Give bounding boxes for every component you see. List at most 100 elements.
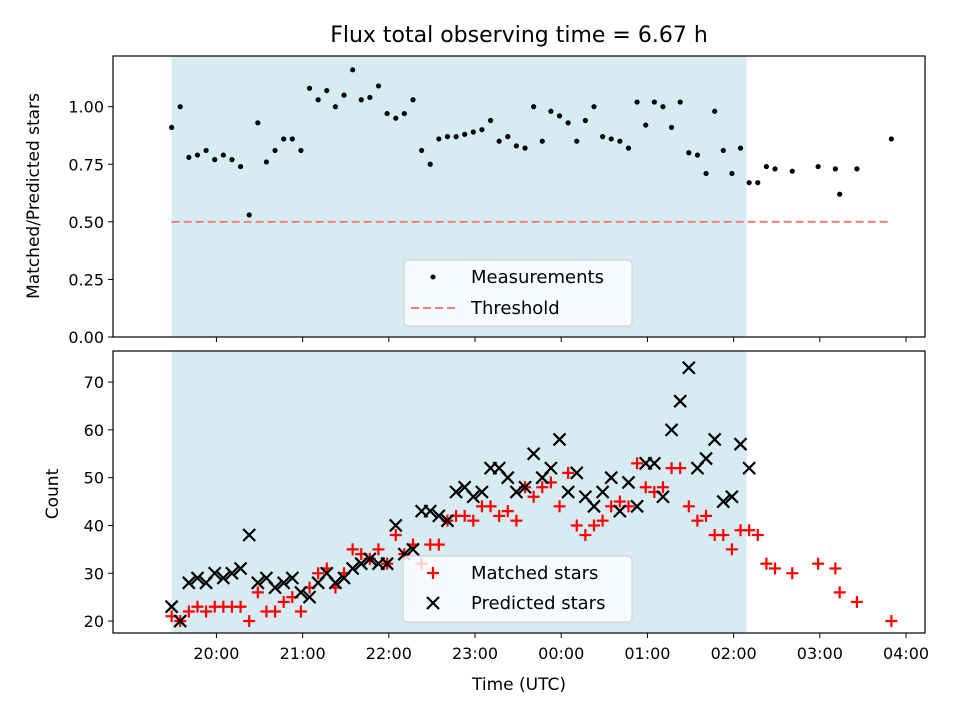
- predicted-star-point: [716, 494, 731, 509]
- measurement-point: [815, 163, 821, 170]
- legend-top: Measurements Threshold: [403, 259, 633, 327]
- matched-star-point: [691, 514, 704, 527]
- measurement-point: [651, 99, 657, 105]
- measurement-point: [220, 152, 226, 158]
- measurement-point: [203, 147, 209, 154]
- matched-star-point: [458, 509, 471, 522]
- measurement-point: [272, 147, 278, 154]
- matched-star-point: [182, 605, 195, 618]
- y-tick-label: 1.00: [68, 98, 104, 117]
- predicted-star-point: [173, 614, 188, 628]
- measurement-point: [496, 138, 502, 144]
- predicted-star-point: [604, 470, 619, 485]
- predicted-star-point: [664, 423, 679, 437]
- predicted-stars-series: [164, 360, 756, 628]
- x-tick-label: 01:00: [624, 644, 670, 663]
- measurement-point: [522, 145, 528, 151]
- measurement-point: [384, 110, 390, 117]
- predicted-star-point: [501, 470, 515, 485]
- measurement-point: [600, 134, 606, 140]
- y-tick-label: 30: [84, 564, 104, 583]
- legend-box-top: [403, 259, 633, 327]
- measurement-point: [608, 136, 614, 142]
- measurement-point: [582, 117, 588, 124]
- measurements-series: [169, 67, 894, 218]
- predicted-star-point: [251, 576, 265, 590]
- matched-star-point: [510, 514, 523, 527]
- x-tick-label: 22:00: [366, 644, 412, 663]
- predicted-star-point: [268, 580, 282, 595]
- predicted-star-point: [406, 542, 420, 557]
- matched-star-point: [372, 543, 385, 556]
- measurement-point: [746, 180, 752, 186]
- matched-star-point: [833, 586, 846, 599]
- predicted-star-point: [509, 485, 524, 499]
- predicted-star-point: [449, 485, 463, 499]
- y-tick-label: 40: [84, 516, 104, 535]
- measurements-legend-marker: [430, 274, 436, 280]
- predicted-star-point: [561, 485, 575, 499]
- predicted-star-point: [673, 394, 687, 408]
- predicted-star-point: [233, 561, 248, 576]
- x-axis-label: Time (UTC): [471, 675, 566, 695]
- predicted-star-point: [164, 599, 179, 614]
- y-tick-label: 20: [84, 612, 104, 631]
- measurement-point: [444, 134, 451, 140]
- matched-star-point: [700, 509, 713, 522]
- measurement-point: [591, 104, 597, 110]
- predicted-star-point: [569, 466, 584, 480]
- x-tick-label: 20:00: [193, 644, 239, 663]
- y-axis-label-bottom: Count: [43, 468, 63, 519]
- matched-star-point: [200, 605, 213, 618]
- measurement-point: [668, 124, 675, 131]
- measurement-point: [470, 129, 476, 135]
- measurement-point: [832, 166, 838, 172]
- legend-bottom: Matched stars Predicted stars: [402, 555, 633, 623]
- matched-star-point: [562, 466, 575, 479]
- predicted-star-point: [328, 576, 343, 590]
- measurement-point: [625, 145, 632, 151]
- measurement-point: [837, 191, 843, 197]
- measurement-point: [789, 168, 795, 174]
- matched-star-point: [527, 490, 540, 503]
- measurement-point: [281, 136, 287, 142]
- measurement-point: [487, 117, 494, 124]
- predicted-star-point: [380, 556, 394, 571]
- measurement-point: [237, 163, 244, 170]
- measurement-point: [401, 110, 407, 117]
- matched-star-point: [769, 562, 782, 575]
- measurement-point: [186, 154, 192, 160]
- measurement-point: [350, 67, 356, 73]
- measurement-point: [888, 136, 894, 142]
- matched-star-point: [493, 509, 506, 522]
- axes-frame-bottom: [112, 350, 926, 634]
- matched-star-point: [587, 519, 600, 532]
- matched-star-point: [467, 514, 480, 527]
- measurement-point: [703, 170, 709, 177]
- measurement-point: [427, 161, 433, 167]
- predicted-star-point: [475, 485, 489, 499]
- measurement-point: [410, 97, 416, 103]
- predicted-star-point: [621, 475, 636, 490]
- measurement-point: [660, 104, 666, 110]
- measurement-point: [246, 212, 252, 218]
- count-panel: 20 30 40 50 60 70 20:00 21:00 22:00 23:00 00:00 01…: [43, 350, 929, 695]
- predicted-star-point: [432, 509, 446, 523]
- matched-star-point: [725, 543, 738, 556]
- predicted-star-point: [630, 499, 644, 514]
- matched-star-point: [234, 600, 247, 613]
- measurement-point: [194, 152, 201, 158]
- measurement-point: [289, 136, 295, 142]
- legend-label-matched: Matched stars: [471, 563, 598, 584]
- measurement-point: [462, 131, 468, 137]
- y-axis-label-top: Matched/Predicted stars: [24, 93, 44, 299]
- predicted-star-point: [682, 360, 696, 375]
- measurement-point: [772, 166, 778, 172]
- matched-star-point: [682, 500, 695, 513]
- matched-star-point: [639, 481, 652, 494]
- predicted-star-point: [544, 461, 558, 475]
- x-tick-label: 23:00: [452, 644, 498, 663]
- predicted-star-point: [285, 571, 300, 585]
- measurement-point: [556, 113, 563, 119]
- matched-star-point: [885, 615, 898, 628]
